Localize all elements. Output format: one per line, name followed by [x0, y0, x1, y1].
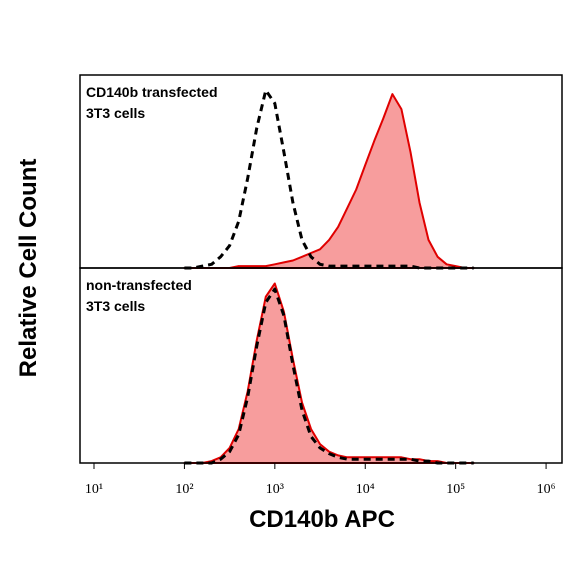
x-axis-label: CD140b APC — [249, 506, 395, 533]
x-tick-label: 10³ — [266, 482, 284, 497]
x-tick-label: 10⁴ — [356, 482, 375, 497]
panel-annotation: 3T3 cells — [86, 298, 145, 314]
panel-annotation: CD140b transfected — [86, 84, 218, 100]
histogram-area — [183, 282, 475, 464]
panel-frame — [79, 267, 563, 464]
x-tick-label: 10² — [175, 482, 193, 497]
x-tick-label: 10⁶ — [537, 482, 556, 497]
x-tick-label: 10¹ — [85, 482, 103, 497]
histogram-line — [184, 287, 474, 465]
y-axis-label: Relative Cell Count — [15, 159, 42, 378]
panel-annotation: non-transfected — [86, 277, 192, 293]
x-tick-label: 10⁵ — [446, 482, 465, 497]
panel-annotation: 3T3 cells — [86, 105, 145, 121]
histogram-area — [183, 93, 475, 269]
